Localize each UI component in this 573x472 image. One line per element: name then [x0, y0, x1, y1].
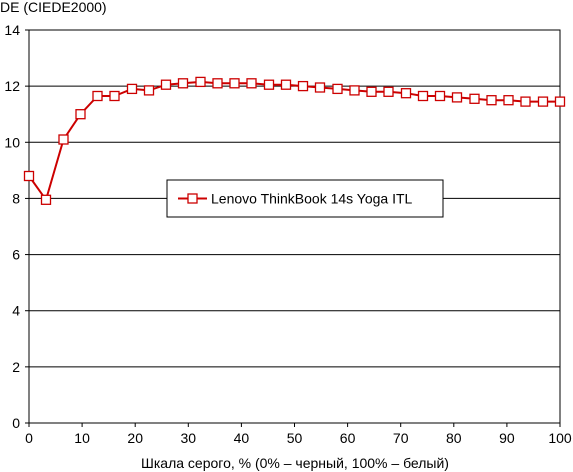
- y-tick-label: 0: [12, 415, 20, 431]
- x-tick-label: 100: [548, 430, 572, 446]
- y-tick-label: 14: [4, 22, 20, 38]
- data-point-marker: [126, 83, 138, 95]
- data-point-marker: [263, 79, 275, 90]
- plot-area-frame: [28, 29, 561, 424]
- data-point-marker: [280, 79, 292, 90]
- data-point-marker: [314, 82, 326, 93]
- data-point-marker: [58, 134, 69, 145]
- data-point-marker: [332, 83, 343, 95]
- data-point-marker: [160, 79, 172, 90]
- data-point-marker: [246, 78, 257, 89]
- data-point-marker: [366, 86, 377, 97]
- legend-box: [166, 179, 444, 218]
- data-point-marker: [229, 78, 240, 89]
- legend-marker-swatch: [187, 193, 198, 204]
- x-tick-label: 30: [181, 430, 197, 446]
- x-tick-label: 60: [340, 430, 356, 446]
- x-tick-label: 40: [234, 430, 250, 446]
- y-tick-label: 4: [12, 303, 20, 319]
- data-point-marker: [469, 93, 480, 104]
- data-point-marker: [109, 90, 120, 102]
- data-point-marker: [23, 170, 35, 182]
- data-point-marker: [349, 85, 360, 96]
- y-tick-label: 2: [12, 359, 20, 375]
- data-point-marker: [40, 194, 52, 205]
- data-point-marker: [417, 90, 429, 102]
- x-tick-label: 20: [127, 430, 143, 446]
- data-point-marker: [434, 90, 446, 102]
- y-axis-ticks: 0 2 4 6 8 10 12 14: [4, 22, 29, 431]
- y-tick-label: 6: [12, 247, 20, 263]
- y-axis-title: DE (CIEDE2000): [0, 0, 107, 15]
- x-tick-label: 0: [25, 430, 33, 446]
- x-axis-title: Шкала серого, % (0% – черный, 100% – бел…: [141, 455, 449, 471]
- data-point-marker: [451, 92, 463, 103]
- data-point-marker: [554, 96, 566, 107]
- series-group: [23, 76, 566, 205]
- data-point-marker: [143, 85, 155, 96]
- data-point-marker: [486, 95, 497, 106]
- y-tick-label: 12: [4, 78, 20, 94]
- data-point-marker: [400, 88, 412, 99]
- x-tick-label: 10: [74, 430, 90, 446]
- x-tick-label: 70: [393, 430, 409, 446]
- y-tick-label: 10: [4, 134, 20, 150]
- x-axis-ticks: 0 10 20 30 40 50 60 70 80 90 100: [25, 423, 572, 446]
- data-point-marker: [520, 96, 531, 107]
- legend-label: Lenovo ThinkBook 14s Yoga ITL: [211, 191, 413, 207]
- data-point-marker: [75, 109, 86, 120]
- data-point-marker: [212, 78, 223, 89]
- y-tick-label: 8: [12, 190, 20, 206]
- data-point-marker: [383, 86, 394, 97]
- data-point-marker: [297, 80, 309, 92]
- grid-lines: [29, 85, 560, 368]
- data-point-marker: [503, 95, 514, 106]
- data-point-marker: [177, 78, 189, 89]
- x-tick-label: 90: [499, 430, 515, 446]
- data-point-marker: [537, 96, 549, 107]
- x-tick-label: 50: [287, 430, 303, 446]
- legend: Lenovo ThinkBook 14s Yoga ITL: [166, 179, 444, 218]
- x-tick-label: 80: [446, 430, 462, 446]
- data-point-marker: [195, 76, 206, 88]
- data-point-marker: [92, 90, 103, 102]
